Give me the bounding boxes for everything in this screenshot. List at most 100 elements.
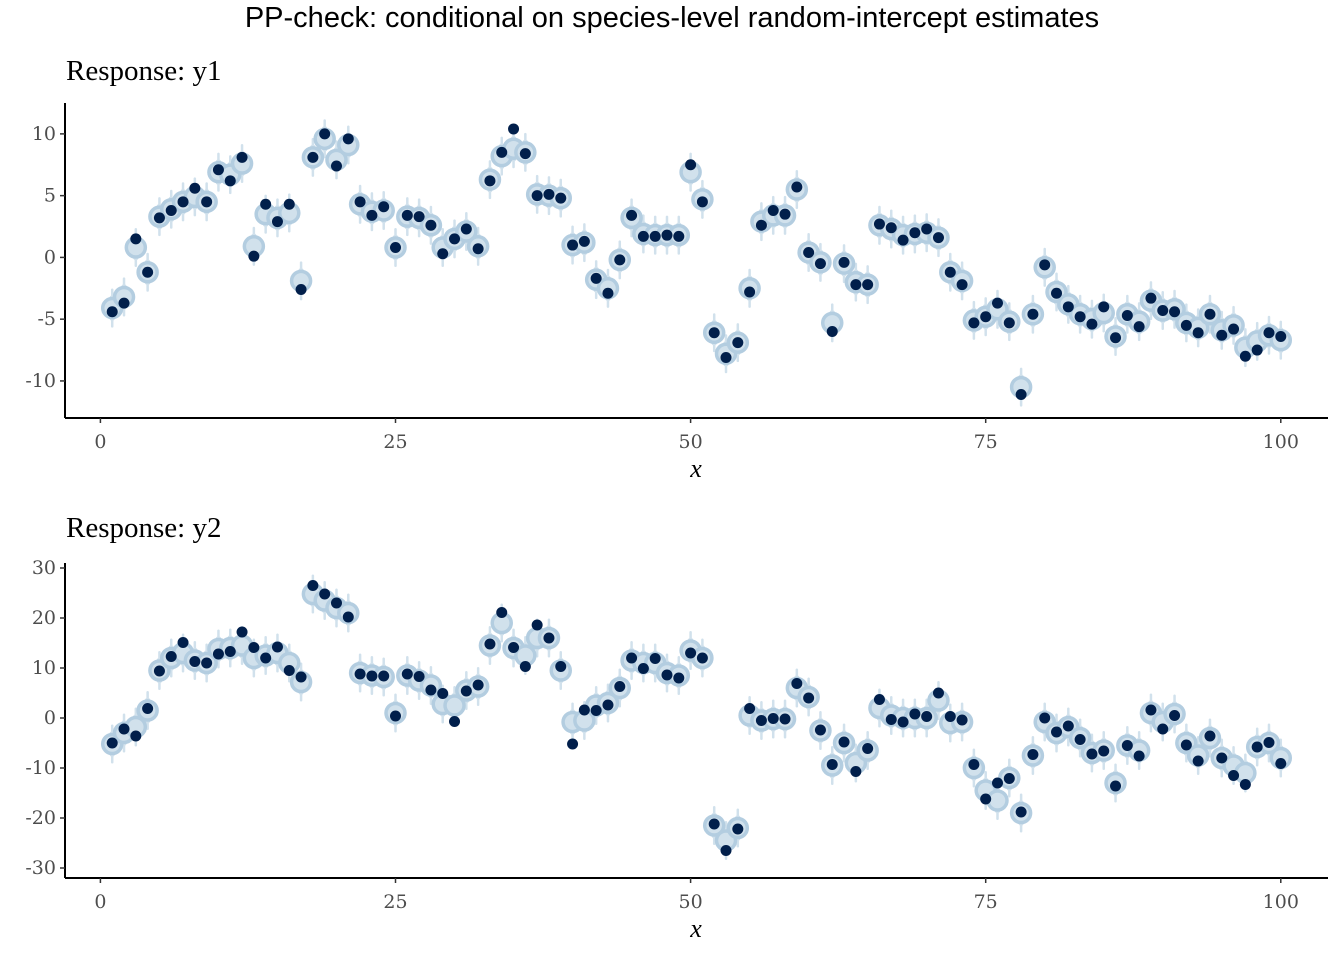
- observed-point: [236, 151, 248, 163]
- observed-point: [1086, 748, 1098, 760]
- x-tick-label: 75: [974, 891, 998, 913]
- observed-point: [1192, 327, 1204, 339]
- observed-point: [755, 715, 767, 726]
- observed-point: [283, 665, 295, 676]
- observed-point: [1145, 704, 1157, 716]
- observed-point: [732, 337, 744, 349]
- observed-point: [1204, 308, 1216, 320]
- observed-point: [602, 699, 614, 711]
- observed-point: [118, 723, 130, 735]
- observed-point: [685, 647, 697, 659]
- observed-point: [614, 681, 626, 692]
- observed-point: [921, 711, 933, 722]
- observed-point: [1180, 319, 1192, 331]
- observed-point: [696, 196, 708, 208]
- observed-point: [850, 279, 862, 291]
- observed-point: [342, 611, 354, 623]
- observed-point: [649, 653, 661, 664]
- y-tick-label: 10: [32, 657, 56, 679]
- observed-point: [153, 212, 165, 224]
- observed-point: [626, 652, 638, 664]
- panel-y2-marks: [100, 574, 1293, 861]
- observed-point: [319, 588, 331, 600]
- observed-point: [319, 128, 331, 140]
- observed-point: [897, 234, 909, 246]
- observed-point: [720, 351, 732, 363]
- observed-point: [1263, 327, 1275, 339]
- observed-point: [366, 209, 378, 221]
- observed-point: [1086, 318, 1098, 330]
- observed-point: [543, 632, 555, 644]
- observed-point: [460, 685, 472, 697]
- predicted-point: [443, 694, 466, 717]
- x-tick-label: 25: [383, 891, 407, 913]
- observed-point: [189, 656, 201, 667]
- observed-point: [590, 705, 602, 716]
- observed-point: [885, 222, 897, 234]
- observed-point: [909, 708, 921, 720]
- observed-point: [968, 317, 980, 329]
- observed-point: [390, 710, 402, 722]
- observed-point: [142, 703, 154, 714]
- observed-point: [1051, 287, 1063, 299]
- panel-title-y2: Response: y2: [66, 512, 221, 544]
- observed-point: [1074, 734, 1086, 745]
- observed-point: [1062, 720, 1074, 732]
- observed-point: [401, 209, 413, 221]
- observed-point: [390, 242, 402, 254]
- observed-point: [106, 306, 118, 318]
- observed-point: [1228, 770, 1240, 781]
- observed-point: [673, 672, 685, 684]
- x-tick-label: 0: [94, 891, 106, 913]
- observed-point: [165, 651, 177, 662]
- observed-point: [130, 730, 142, 742]
- y-tick-label: 10: [32, 123, 56, 145]
- observed-point: [496, 607, 508, 618]
- y-tick-label: 0: [44, 707, 56, 729]
- observed-point: [248, 642, 260, 653]
- observed-point: [661, 229, 673, 241]
- observed-point: [779, 208, 791, 220]
- observed-point: [921, 223, 933, 235]
- observed-point: [508, 123, 520, 135]
- observed-point: [555, 661, 567, 672]
- observed-point: [567, 239, 579, 251]
- observed-point: [342, 133, 354, 145]
- observed-point: [932, 687, 944, 699]
- observed-point: [1133, 750, 1145, 762]
- observed-point: [1027, 308, 1039, 320]
- observed-point: [1121, 309, 1133, 321]
- x-tick-label: 100: [1263, 891, 1299, 913]
- observed-point: [1121, 740, 1133, 751]
- observed-point: [1003, 317, 1015, 329]
- observed-point: [472, 679, 484, 691]
- observed-point: [153, 665, 165, 677]
- observed-point: [1015, 806, 1027, 818]
- observed-point: [767, 713, 779, 724]
- observed-point: [366, 670, 378, 682]
- observed-point: [1110, 780, 1122, 792]
- observed-point: [212, 164, 224, 176]
- observed-point: [578, 704, 590, 716]
- observed-point: [236, 626, 248, 638]
- observed-point: [378, 201, 390, 213]
- observed-point: [260, 198, 272, 210]
- observed-point: [437, 688, 449, 699]
- observed-point: [708, 818, 720, 830]
- observed-point: [271, 216, 283, 228]
- observed-point: [1039, 259, 1051, 271]
- observed-point: [1275, 758, 1287, 769]
- observed-point: [814, 258, 826, 270]
- y-tick-label: -10: [25, 757, 56, 779]
- observed-point: [224, 646, 236, 657]
- x-tick-label: 0: [94, 431, 106, 453]
- observed-point: [354, 668, 366, 680]
- x-tick-label: 50: [679, 431, 703, 453]
- observed-point: [862, 279, 874, 291]
- observed-point: [567, 738, 579, 750]
- observed-point: [649, 230, 661, 242]
